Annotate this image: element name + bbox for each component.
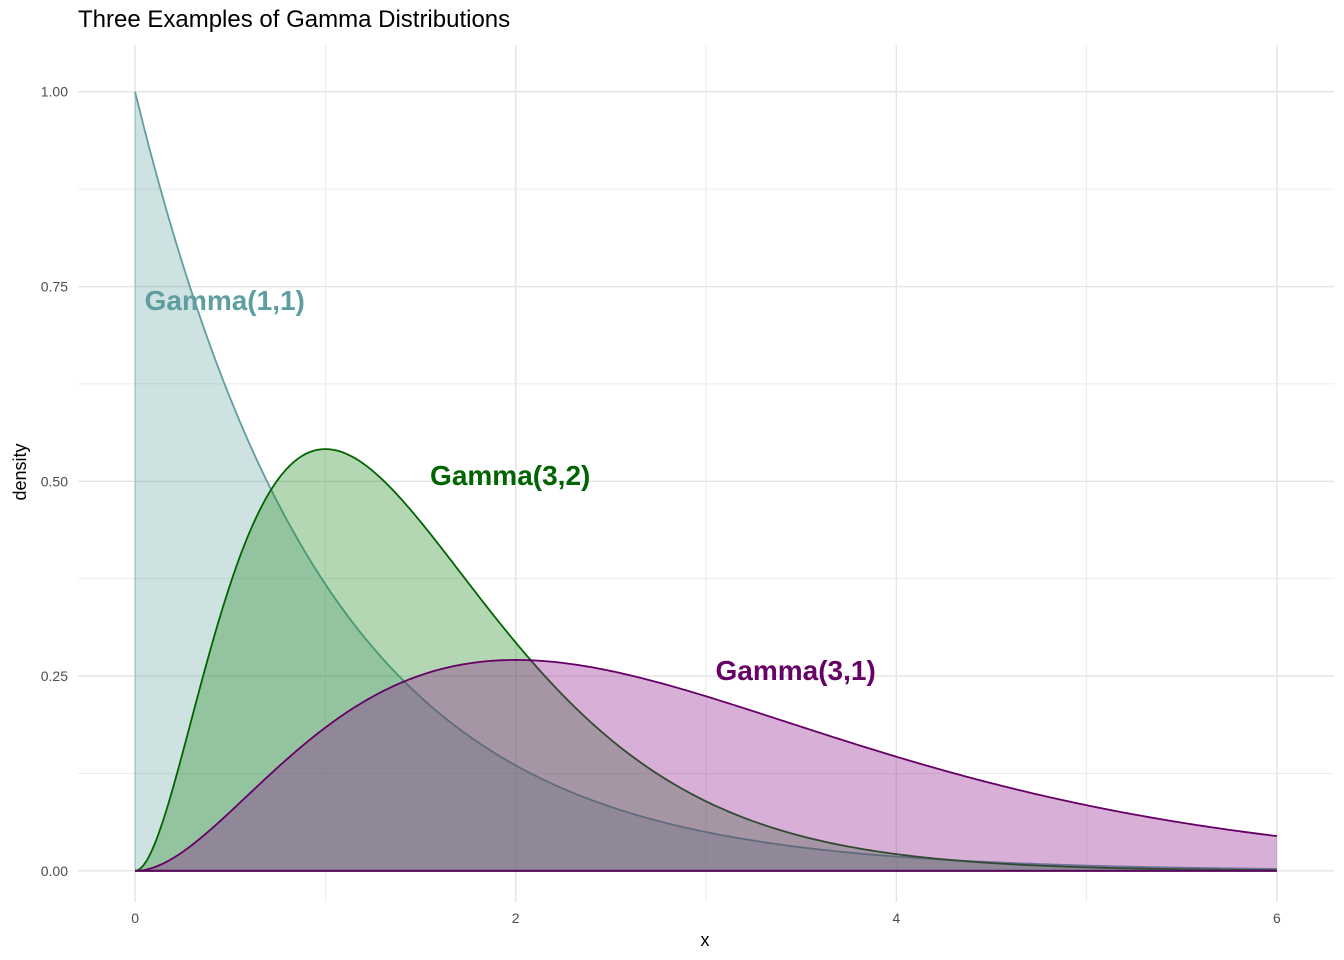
density-line [134,448,1277,872]
curve-labels: Gamma(1,1) Gamma(3,2) Gamma(3,1) [145,285,876,686]
x-tick-label: 4 [892,910,900,926]
density-area [135,659,1277,871]
y-tick-label: 1.00 [41,84,68,100]
y-tick-label: 0.00 [41,863,68,879]
minor-gridlines [78,45,1334,902]
density-area [135,449,1277,871]
y-tick-label: 0.75 [41,279,68,295]
x-axis-title: x [701,930,710,950]
curve-label: Gamma(3,2) [430,460,590,491]
density-areas [134,91,1278,872]
density-baselines [134,91,1277,872]
density-line [134,91,1277,870]
curve-label: Gamma(3,1) [716,655,876,686]
curve-label: Gamma(1,1) [145,285,305,316]
y-axis-tick-labels: 0.00 0.25 0.50 0.75 1.00 [41,84,68,879]
density-line [135,659,1278,872]
chart-title: Three Examples of Gamma Distributions [78,6,511,33]
y-tick-label: 0.25 [41,668,68,684]
y-tick-label: 0.50 [41,473,68,489]
x-tick-label: 0 [131,910,139,926]
y-axis-title: density [10,443,30,500]
x-tick-label: 2 [512,910,520,926]
x-tick-label: 6 [1273,910,1281,926]
x-axis-tick-labels: 0 2 4 6 [131,910,1281,926]
